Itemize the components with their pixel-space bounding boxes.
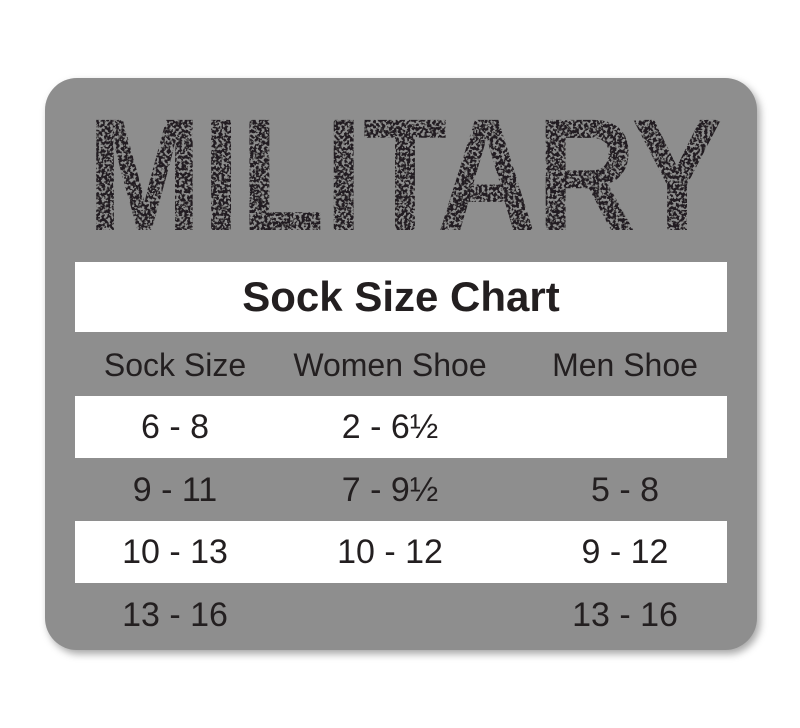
cell-women-shoe — [280, 584, 500, 646]
table-row: 13 - 16 13 - 16 — [75, 584, 727, 646]
table-row: 10 - 13 10 - 12 9 - 12 — [75, 521, 727, 583]
cell-men-shoe — [515, 396, 735, 458]
table-row: 6 - 8 2 - 6½ — [75, 396, 727, 458]
header-row: Sock Size Women Shoe Men Shoe — [75, 334, 727, 396]
chart-title: Sock Size Chart — [75, 262, 727, 332]
cell-women-shoe: 10 - 12 — [337, 532, 443, 571]
table-row: 9 - 11 7 - 9½ 5 - 8 — [75, 459, 727, 521]
logo-text: MILITARY — [87, 102, 723, 242]
military-logo: MILITARY — [87, 102, 723, 242]
header-sock-size: Sock Size — [103, 346, 247, 383]
header-women-shoe: Women Shoe — [293, 346, 487, 383]
header-men-shoe: Men Shoe — [552, 346, 698, 383]
cell-men-shoe: 5 - 8 — [590, 470, 660, 509]
cell-men-shoe: 13 - 16 — [572, 595, 678, 634]
cell-men-shoe: 9 - 12 — [581, 532, 669, 571]
cell-sock-size: 10 - 13 — [122, 532, 228, 571]
cell-sock-size: 13 - 16 — [122, 595, 228, 634]
cell-women-shoe: 7 - 9½ — [341, 470, 439, 509]
cell-sock-size: 9 - 11 — [132, 470, 218, 509]
cell-sock-size: 6 - 8 — [140, 407, 210, 446]
cell-women-shoe: 2 - 6½ — [341, 407, 439, 446]
